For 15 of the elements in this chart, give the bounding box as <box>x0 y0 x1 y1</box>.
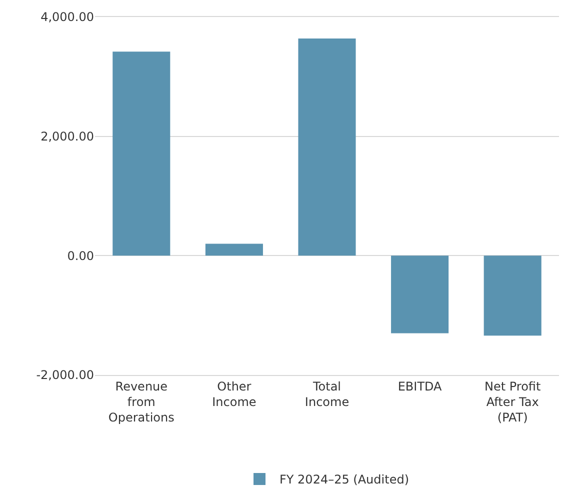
bar <box>391 256 449 334</box>
y-tick-label: 4,000.00 <box>40 10 94 24</box>
x-tick-label: Revenue from Operations <box>108 379 174 425</box>
x-tick-label: Total Income <box>304 379 350 409</box>
bar <box>298 38 356 256</box>
bar <box>484 256 542 336</box>
y-tick-label: 2,000.00 <box>40 130 94 144</box>
x-tick-label: Net Profit After Tax (PAT) <box>484 379 541 425</box>
bar <box>112 52 170 256</box>
legend-label: FY 2024–25 (Audited) <box>280 472 410 487</box>
bar <box>205 244 263 256</box>
y-tick-label: -2,000.00 <box>36 368 94 382</box>
y-tick-label: 0.00 <box>67 248 94 263</box>
x-tick-label: EBITDA <box>398 379 443 394</box>
x-tick-label: Other Income <box>212 379 256 409</box>
